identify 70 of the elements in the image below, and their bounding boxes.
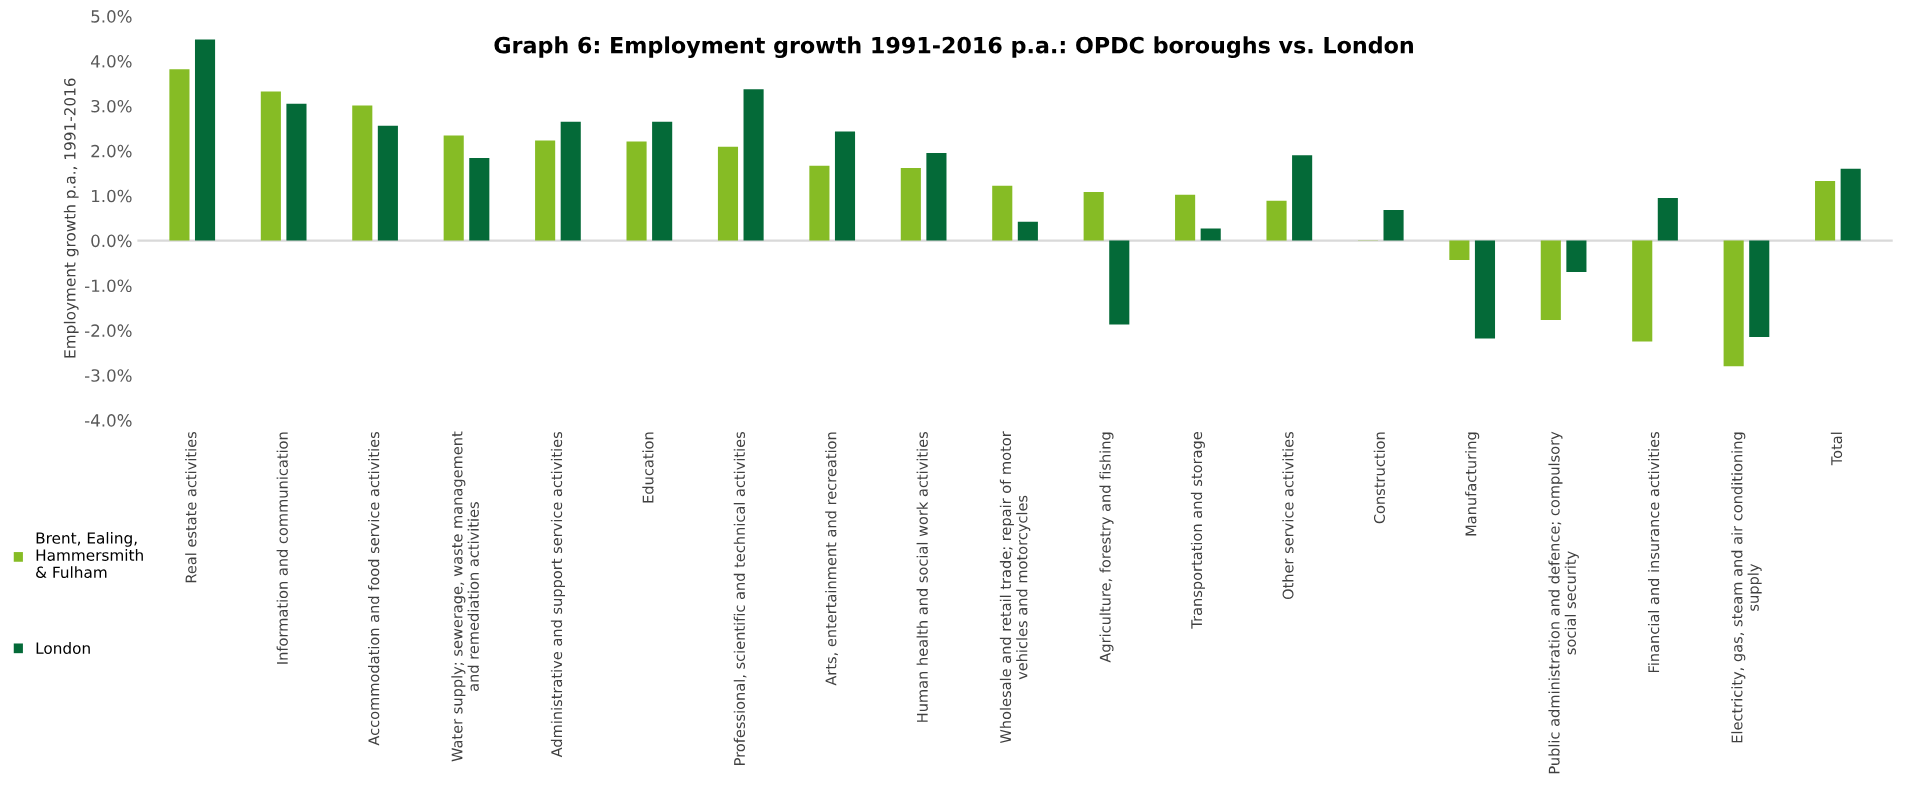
- x-tick-label: Total: [1830, 432, 1843, 466]
- x-tick-label: Manufacturing: [1465, 432, 1480, 536]
- bar: [1200, 228, 1221, 241]
- y-axis-title: Employment growth p.a., 1991-2016: [63, 78, 79, 358]
- x-tick-label: Financial and insurance activities: [1647, 431, 1660, 673]
- x-tick-label: Construction: [1373, 432, 1385, 524]
- x-tick-label: Real estate activities: [185, 431, 197, 583]
- bar: [377, 125, 398, 241]
- bar: [1632, 240, 1653, 342]
- y-tick-label: -4.0%: [84, 414, 132, 427]
- bar: [834, 131, 856, 241]
- bar: [1540, 240, 1561, 321]
- bar: [1292, 155, 1313, 241]
- bar: [1657, 197, 1678, 241]
- bar: [260, 91, 281, 241]
- bar: [1383, 210, 1404, 241]
- x-tick-label: Water supply; sewerage, waste management and remediation activities: [451, 431, 479, 762]
- x-tick-label: Arts, entertainment and recreation: [825, 432, 838, 686]
- y-tick-label: 3.0%: [91, 99, 132, 113]
- bar: [992, 185, 1013, 241]
- bar: [1723, 240, 1744, 367]
- x-tick-label: Wholesale and retail trade; repair of motor vehicles and motorcycles: [999, 431, 1031, 744]
- bar: [809, 165, 830, 241]
- bar: [743, 89, 764, 241]
- bar: [900, 167, 921, 241]
- bar: [286, 103, 307, 241]
- legend-label: Brent, Ealing, Hammersmith & Fulham: [36, 531, 143, 579]
- bar: [443, 135, 464, 241]
- x-tick-label: Education: [642, 432, 654, 503]
- x-tick-label: Public administration and defence; compulsory social security: [1548, 431, 1579, 774]
- y-tick-label: -1.0%: [84, 279, 132, 293]
- y-tick-label: -2.0%: [84, 324, 132, 337]
- x-tick-label: Transportation and storage: [1190, 432, 1205, 629]
- bar: [1266, 200, 1287, 241]
- y-tick-label: 1.0%: [92, 189, 132, 203]
- bar: [626, 141, 647, 241]
- x-tick-label: Agriculture, forestry and fishing: [1099, 432, 1114, 663]
- bar: [194, 39, 216, 241]
- y-tick-label: -3.0%: [84, 369, 132, 382]
- x-tick-label: Accommodation and food service activities: [368, 431, 380, 746]
- bar: [1840, 168, 1861, 241]
- bar: [1815, 180, 1836, 241]
- bar: [717, 146, 739, 241]
- bar: [169, 69, 190, 241]
- x-tick-label: Electricity, gas, steam and air conditioning supply: [1731, 432, 1762, 743]
- bar: [1749, 240, 1770, 338]
- bar: [352, 105, 373, 241]
- bar: [1566, 240, 1587, 273]
- x-tick-label: Administrative and support service activities: [550, 431, 565, 758]
- bar: [652, 121, 673, 241]
- x-tick-label: Human health and social work activities: [916, 431, 928, 722]
- y-tick-label: 2.0%: [91, 144, 132, 158]
- x-tick-label: Other service activities: [1282, 431, 1294, 600]
- x-tick-label: Information and communication: [276, 432, 288, 664]
- y-tick-label: 4.0%: [90, 55, 132, 68]
- legend-label: London: [36, 642, 90, 654]
- y-tick-label: 5.0%: [91, 10, 132, 23]
- text: Graph 6: Employment growth 1991-2016 p.a.: OPDC boroughs vs. London: [494, 36, 1413, 59]
- bar: [535, 140, 556, 241]
- bar: [1109, 240, 1130, 325]
- bar: [560, 121, 581, 241]
- bar: [469, 158, 490, 241]
- bar: [926, 153, 947, 241]
- bar: [1175, 194, 1196, 241]
- bar: [1017, 221, 1038, 241]
- y-tick-label: 0.0%: [91, 234, 132, 248]
- x-tick-label: Professional, scientific and technical activities: [733, 431, 747, 765]
- bar: [1474, 240, 1496, 339]
- bar: [1083, 192, 1104, 241]
- bar: [1449, 240, 1470, 260]
